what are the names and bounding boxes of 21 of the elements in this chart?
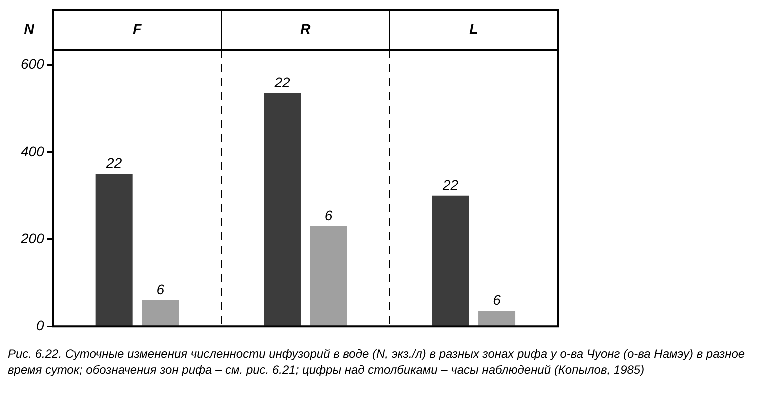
text: 6 (324, 207, 333, 224)
text: Рис. 6.22. Суточные изменения численности инфузорий в воде (N, экз./л) в разных зонах рифа у о-ва Чуонг (о-ва Намэу) в разное время суток; обозначения зон рифа – см. рис. 6.21; цифры над столбиками – часы наблюдений (Копылов, 1985) (8, 346, 746, 378)
bar (264, 94, 302, 326)
y-tick-label: 0 (36, 317, 45, 334)
bar (478, 311, 516, 326)
text: 22 (442, 176, 459, 193)
text: 6 (493, 292, 501, 308)
y-tick-label: 400 (21, 143, 45, 160)
bar (142, 300, 180, 326)
y-axis-title: N (24, 20, 36, 37)
y-tick-label: 200 (20, 230, 45, 246)
series-label: 6 (156, 281, 165, 298)
text: 22 (106, 155, 122, 172)
bar (310, 226, 348, 326)
series-label: 22 (274, 74, 291, 90)
x-tick-label: F (133, 20, 142, 37)
x-tick-label: L (470, 20, 478, 37)
bar (432, 196, 470, 326)
y-tick-label: 600 (21, 56, 45, 72)
bar (96, 174, 133, 326)
x-tick-label: R (300, 20, 312, 37)
